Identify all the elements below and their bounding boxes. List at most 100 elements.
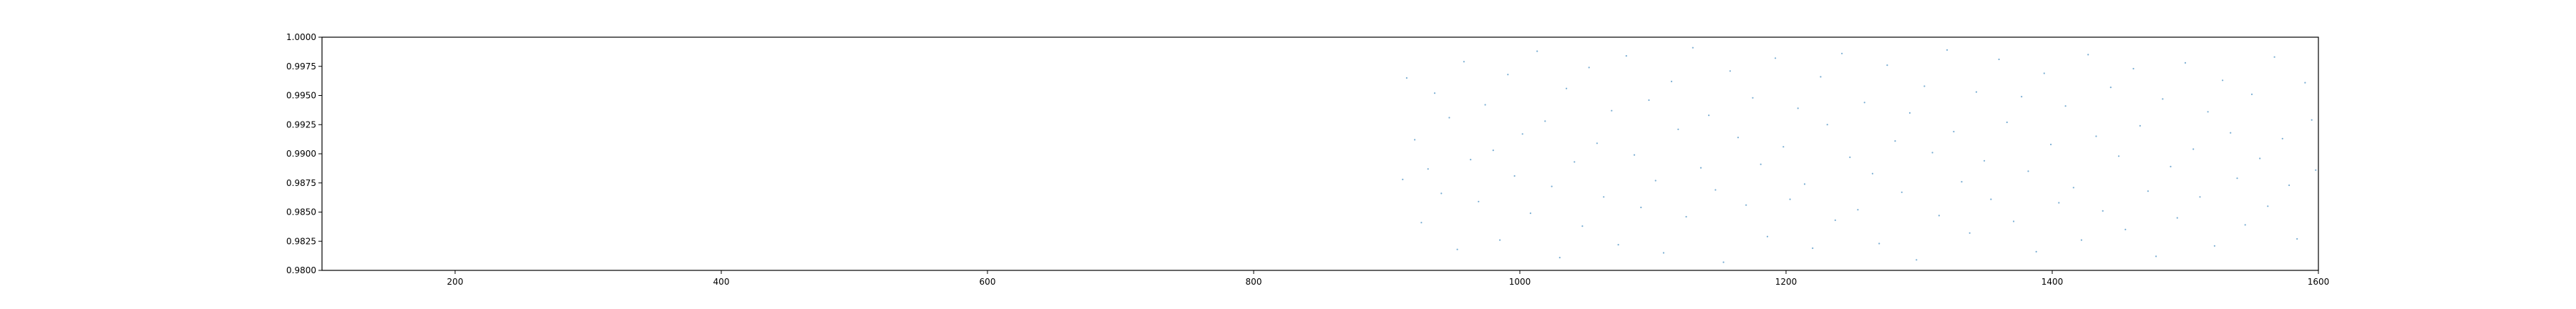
data-point xyxy=(1699,167,1702,169)
data-point xyxy=(1812,247,1814,250)
data-point xyxy=(1797,107,1799,109)
data-point xyxy=(1492,149,1494,152)
data-point xyxy=(2267,205,2269,207)
data-point xyxy=(1456,248,1458,250)
data-point xyxy=(2296,237,2298,240)
plot-frame xyxy=(321,36,2319,271)
data-point xyxy=(2222,79,2224,82)
data-point xyxy=(1803,183,1806,185)
x-tick-label: 1600 xyxy=(2308,277,2330,287)
data-point xyxy=(1953,130,1955,133)
data-point xyxy=(2095,135,2097,137)
data-point xyxy=(1923,85,1926,87)
data-point xyxy=(1536,50,1538,52)
y-tick-label: 0.9900 xyxy=(286,149,316,159)
data-point xyxy=(1708,114,1710,117)
data-point xyxy=(1857,209,1859,211)
data-point xyxy=(2006,121,2008,124)
data-point xyxy=(1894,140,1896,142)
data-point xyxy=(1984,160,1986,162)
data-point xyxy=(1714,189,1717,191)
data-point xyxy=(1737,137,1740,139)
y-tick-label: 0.9925 xyxy=(286,119,316,129)
data-point xyxy=(2170,165,2172,167)
data-point xyxy=(1975,91,1978,93)
data-point xyxy=(1878,242,1880,245)
data-point xyxy=(1871,172,1873,175)
data-point xyxy=(2162,98,2164,100)
data-point xyxy=(2311,119,2313,121)
data-point xyxy=(1433,92,1436,94)
data-point xyxy=(2199,196,2201,198)
y-axis: 0.9800 0.9825 0.9850 0.9875 0.9900 0.9925 0.99… xyxy=(286,32,322,275)
data-point xyxy=(1566,87,1568,89)
data-point xyxy=(1544,120,1546,122)
data-point xyxy=(2315,169,2317,171)
y-tick-label: 1.0000 xyxy=(286,32,316,42)
data-point xyxy=(2027,170,2029,172)
data-point xyxy=(2213,245,2215,247)
data-point xyxy=(1841,52,1843,54)
data-point xyxy=(2273,56,2275,58)
data-point xyxy=(1766,235,1769,237)
data-point xyxy=(2192,148,2195,150)
data-point xyxy=(2109,87,2112,89)
data-point xyxy=(2064,105,2067,107)
data-point xyxy=(2155,255,2157,258)
data-point xyxy=(1826,124,1828,126)
x-axis: 200 400 600 800 1000 1200 1400 1600 xyxy=(447,270,2330,287)
data-point xyxy=(1722,261,1724,263)
data-point xyxy=(1558,257,1561,259)
data-point xyxy=(2080,239,2082,241)
data-point xyxy=(1901,191,1903,193)
x-tick-label: 800 xyxy=(1246,277,1262,287)
data-point xyxy=(2184,62,2187,64)
data-point xyxy=(1692,46,1694,49)
data-point xyxy=(1961,181,1963,183)
data-point xyxy=(2288,184,2290,187)
y-tick-label: 0.9950 xyxy=(286,91,316,101)
data-point xyxy=(2230,132,2232,134)
data-point xyxy=(1886,64,1888,67)
data-point xyxy=(1908,112,1911,114)
data-point xyxy=(1463,61,1465,63)
data-point xyxy=(1745,204,1747,206)
data-point xyxy=(1507,74,1509,76)
data-point xyxy=(1670,80,1673,82)
data-point xyxy=(2132,67,2135,70)
data-point xyxy=(2207,111,2209,113)
data-point xyxy=(1617,244,1619,246)
data-point xyxy=(2147,190,2149,192)
data-point xyxy=(2102,210,2104,212)
data-point xyxy=(1729,70,1731,72)
data-point xyxy=(1427,168,1429,170)
data-point xyxy=(2035,250,2037,252)
data-point xyxy=(1760,163,1762,165)
data-point xyxy=(1611,109,1613,112)
data-point xyxy=(1440,192,1443,195)
data-point xyxy=(1916,259,1918,261)
data-point xyxy=(2236,177,2238,180)
x-tick-label: 200 xyxy=(447,277,464,287)
data-point xyxy=(2281,137,2283,139)
data-point xyxy=(1946,49,1948,51)
data-point xyxy=(1574,161,1576,163)
data-point xyxy=(1529,212,1531,215)
data-points xyxy=(1402,46,2317,263)
data-point xyxy=(2050,143,2052,146)
data-point xyxy=(2259,157,2261,160)
data-point xyxy=(1931,152,1933,154)
data-point xyxy=(2176,217,2178,219)
data-point xyxy=(2072,187,2074,189)
x-tick-label: 1000 xyxy=(1509,277,1531,287)
data-point xyxy=(1402,178,1404,180)
data-point xyxy=(1834,219,1836,221)
data-point xyxy=(1849,156,1851,158)
data-point xyxy=(1551,185,1553,187)
data-point xyxy=(1662,252,1664,254)
plot-area xyxy=(322,37,2318,270)
data-point xyxy=(1654,180,1657,182)
data-point xyxy=(1990,198,1992,200)
data-point xyxy=(2021,96,2023,98)
